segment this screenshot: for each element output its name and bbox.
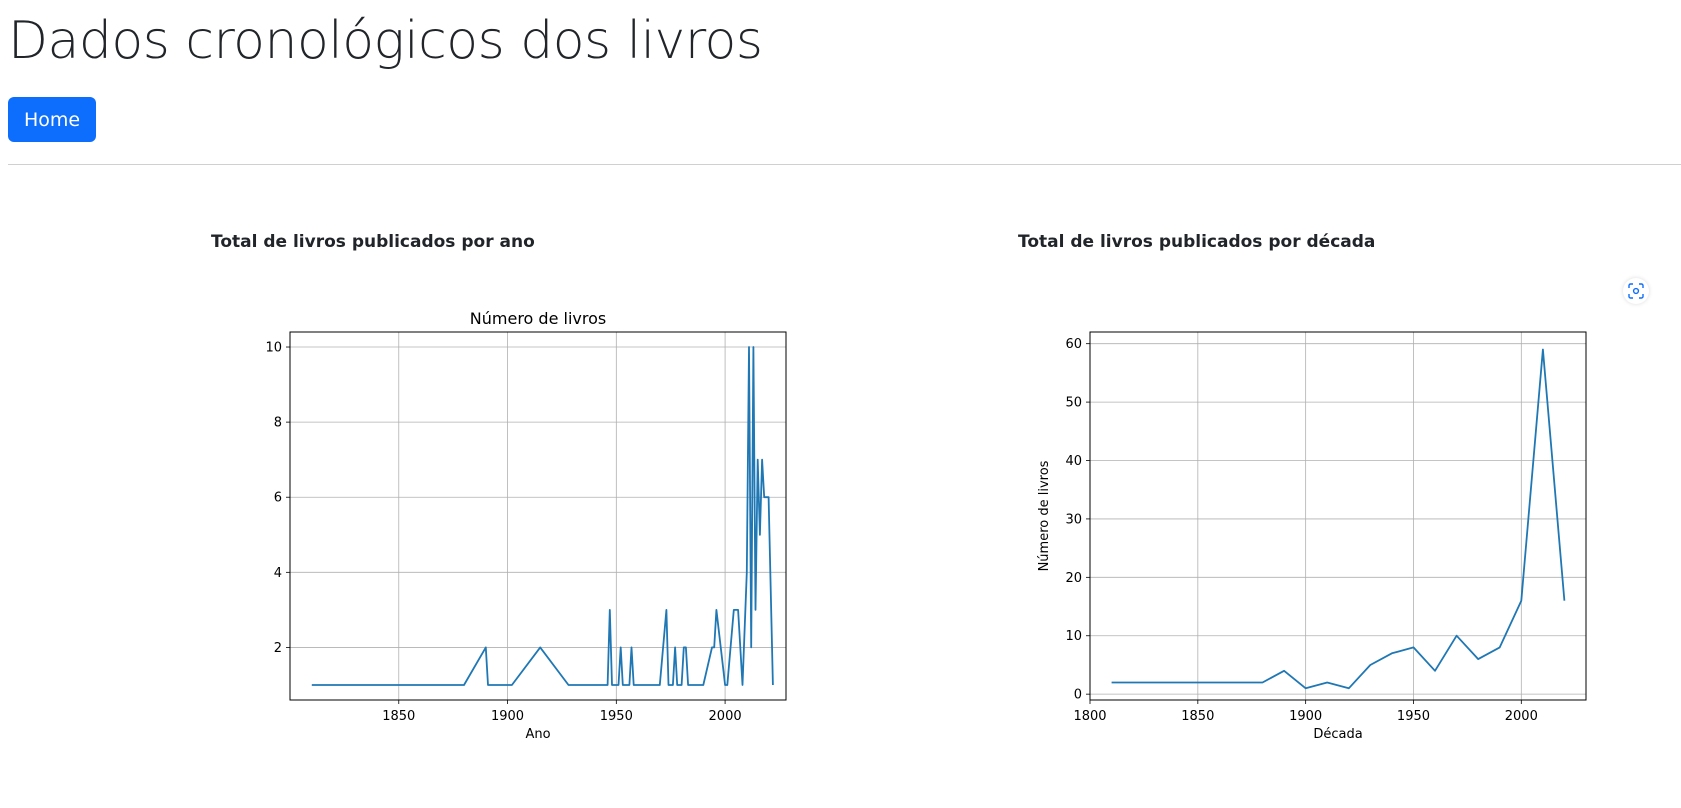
x-tick-label: 1850 [1181,709,1214,724]
plot-frame [289,331,787,701]
y-tick-label: 60 [1065,337,1082,352]
y-tick-label: 20 [1065,571,1082,586]
y-tick-label: 10 [265,341,282,356]
header-divider [8,164,1681,165]
section-heading-yearly: Total de livros publicados por ano [211,232,535,252]
chart-title: Número de livros [470,309,606,328]
x-tick-label: 1950 [600,709,633,724]
x-tick-label: 1950 [1397,709,1430,724]
series-line [1111,348,1566,690]
books-per-year-chart: 1850 1900 1950 2000 2 4 6 8 10 Número de livros An… [265,309,787,742]
x-tick-label: 1900 [491,709,524,724]
x-tick-label: 1900 [1289,709,1322,724]
y-tick-label: 8 [274,416,282,431]
y-tick-label: 4 [274,566,282,581]
data-points [311,347,773,685]
y-tick-label: 30 [1065,512,1082,527]
x-tick-label: 2000 [1505,709,1538,724]
x-axis-label: Ano [525,727,550,742]
y-tick-label: 2 [274,641,282,656]
grid-lines [1089,332,1586,700]
page-title: Dados cronológicos dos livros [8,11,763,71]
x-tick-label: 1800 [1073,709,1106,724]
y-tick-label: 0 [1074,688,1082,703]
x-tick-label: 1850 [382,709,415,724]
y-tick-label: 10 [1065,629,1082,644]
focus-expand-icon [1628,283,1644,299]
y-tick-label: 6 [274,491,282,506]
y-tick-label: 50 [1065,396,1082,411]
expand-chart-button[interactable] [1623,278,1649,304]
books-per-decade-chart: 1800 1850 1900 1950 2000 0 10 20 30 40 50 60 Década N… [1037,331,1587,742]
grid-lines [290,332,786,700]
data-points [1111,349,1565,689]
x-axis-label: Década [1313,727,1362,742]
x-tick-label: 2000 [709,709,742,724]
plot-frame [1089,331,1587,701]
section-heading-decade: Total de livros publicados por década [1018,232,1376,252]
series-line [311,346,774,686]
home-button[interactable]: Home [8,97,97,142]
y-axis-label: Número de livros [1037,460,1052,571]
y-tick-label: 40 [1065,454,1082,469]
